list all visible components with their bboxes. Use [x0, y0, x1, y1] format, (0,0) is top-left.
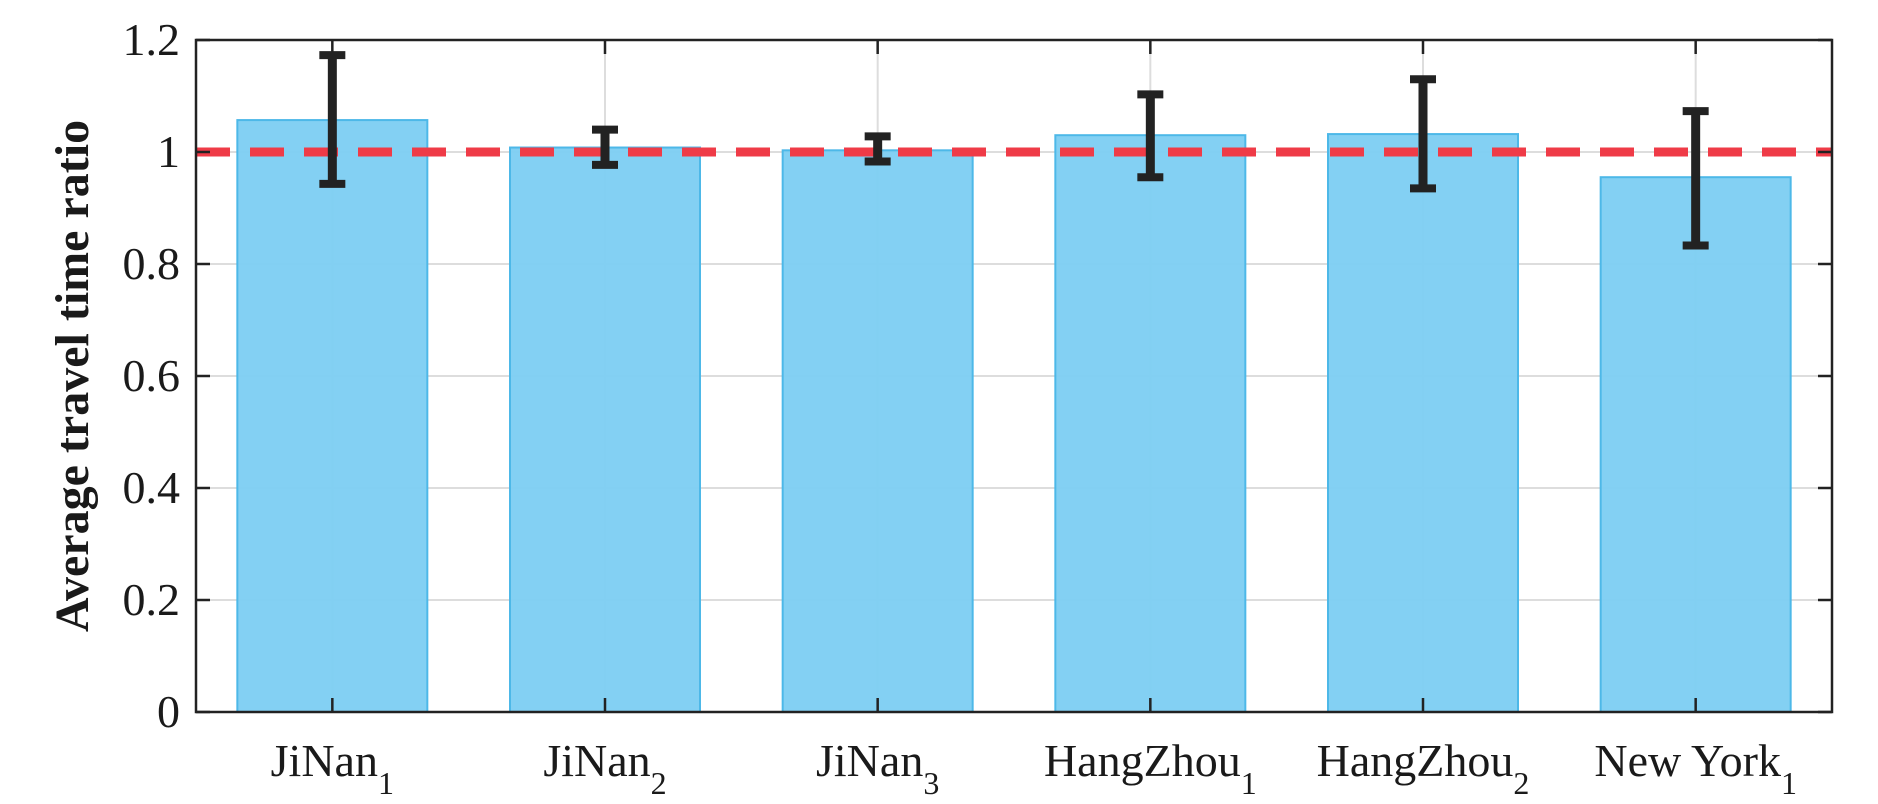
error-bar	[864, 132, 891, 166]
y-tick-label: 0.4	[123, 462, 181, 513]
error-bars	[319, 51, 1709, 250]
x-tick-label-main: JiNan	[816, 735, 923, 786]
x-tick-label-subscript: 3	[923, 765, 939, 801]
x-tick-label-main: JiNan	[543, 735, 650, 786]
x-tick-label-main: HangZhou	[1044, 735, 1241, 786]
bar	[1054, 134, 1247, 713]
error-bar	[1682, 107, 1709, 250]
bar	[509, 146, 701, 713]
x-tick-label: HangZhou2	[1317, 735, 1530, 801]
y-tick-label: 0.8	[123, 238, 181, 289]
x-tick-label-main: HangZhou	[1317, 735, 1514, 786]
x-tick-label-subscript: 1	[378, 765, 394, 801]
x-tick-label: New York1	[1594, 735, 1797, 801]
bars	[236, 119, 1792, 713]
bar	[781, 149, 974, 713]
x-tick-label: HangZhou1	[1044, 735, 1257, 801]
x-tick-labels: JiNan1 JiNan2 JiNan3 HangZhou1 HangZhou2 New …	[271, 735, 1797, 801]
error-bar	[319, 51, 346, 188]
grid-lines	[196, 40, 1832, 712]
x-tick-label-main: New York	[1594, 735, 1781, 786]
error-bar	[1137, 90, 1164, 182]
x-tick-label-subscript: 1	[1781, 765, 1797, 801]
y-tick-labels: 0 0.2 0.4 0.6 0.8 1 1.2	[123, 14, 181, 737]
x-tick-label-subscript: 2	[651, 765, 667, 801]
x-tick-label: JiNan2	[543, 735, 666, 801]
y-axis-title: Average travel time ratio	[46, 120, 99, 632]
y-tick-label: 0	[157, 686, 180, 737]
y-tick-label: 0.2	[123, 574, 181, 625]
y-tick-label: 1	[157, 126, 180, 177]
x-tick-label: JiNan1	[271, 735, 394, 801]
bar	[1327, 133, 1519, 713]
x-tick-label-main: JiNan	[271, 735, 378, 786]
y-tick-label: 0.6	[123, 350, 181, 401]
x-tick-label-subscript: 1	[1241, 765, 1257, 801]
x-tick-label: JiNan3	[816, 735, 939, 801]
axes	[194, 38, 1834, 714]
x-tick-label-subscript: 2	[1513, 765, 1529, 801]
error-bar	[1410, 75, 1436, 193]
bar	[236, 119, 429, 713]
y-tick-label: 1.2	[123, 14, 181, 65]
error-bar	[592, 125, 618, 169]
bar	[1599, 176, 1792, 713]
